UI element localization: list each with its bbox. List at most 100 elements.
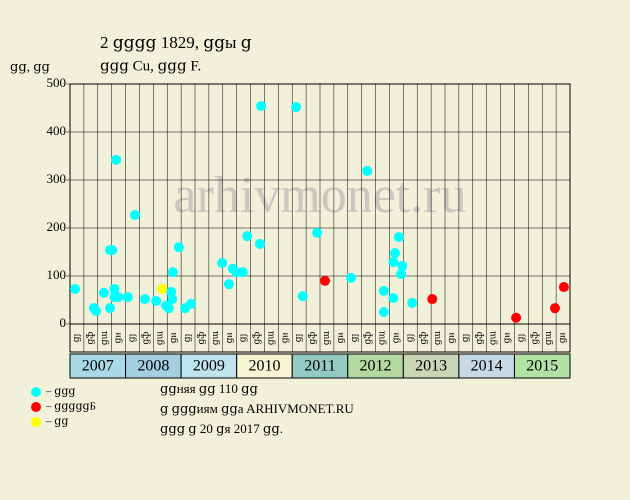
data-point <box>173 242 184 253</box>
data-point <box>291 102 302 113</box>
y-tick-label: 200 <box>47 219 67 234</box>
quarter-label: ցֆ <box>474 331 484 344</box>
quarter-label: ցֆ <box>85 331 95 344</box>
quarter-label: ցи <box>279 333 289 344</box>
y-tick-label: 0 <box>60 315 67 330</box>
quarter-label: ցա <box>154 330 164 345</box>
data-point <box>378 307 389 317</box>
quarter-label: ցи <box>390 333 400 344</box>
year-band <box>236 353 293 379</box>
data-point <box>217 258 228 269</box>
data-point <box>130 210 140 221</box>
quarter-frame <box>69 323 571 353</box>
data-point <box>388 293 399 304</box>
data-point <box>109 283 120 294</box>
quarter-label: ցи <box>168 333 178 344</box>
chart-title: 2 ցցցց 1829, ցցы ց <box>100 33 252 52</box>
quarter-label: ցա <box>99 330 109 345</box>
quarter-label: ցֆ <box>140 331 150 344</box>
quarter-label: ցյ <box>349 334 359 343</box>
quarter-label: ցյ <box>293 334 303 343</box>
legend-label: – ցցց <box>45 386 75 398</box>
data-point <box>98 287 109 298</box>
quarter-label: ցֆ <box>363 331 373 344</box>
data-point <box>105 303 115 314</box>
quarter-label: ցա <box>488 330 498 345</box>
data-point <box>297 291 308 302</box>
year-band <box>513 353 571 379</box>
quarter-label: ցֆ <box>307 331 317 344</box>
quarter-label: ցա <box>210 330 220 345</box>
quarter-label: ցи <box>335 333 345 344</box>
data-point <box>255 238 265 249</box>
y-tick-label: 100 <box>47 267 67 282</box>
legend-label: – ցց <box>45 416 68 428</box>
chart-subtitle: ցցց Cu, ցցց F. <box>100 58 201 74</box>
data-point <box>113 292 124 303</box>
data-point <box>157 283 168 294</box>
year-label: 2012 <box>360 358 392 375</box>
year-label: 2010 <box>248 358 280 375</box>
legend-label: – ցցցցցБ <box>45 401 96 413</box>
year-band <box>125 353 182 379</box>
year-label: 2007 <box>82 358 114 375</box>
y-tick-label: 300 <box>47 171 67 186</box>
year-label: 2014 <box>471 358 503 375</box>
year-label: 2011 <box>304 358 335 375</box>
note: ց ցցցиям ցցa ARHIVMONET.RU <box>160 401 354 416</box>
year-band <box>347 353 404 379</box>
note: ցցց ց 20 ցя 2017 ցց. <box>160 421 283 436</box>
quarter-label: ցֆ <box>418 331 428 344</box>
data-point <box>237 267 248 278</box>
year-band <box>291 353 349 379</box>
data-point <box>163 303 174 314</box>
data-point <box>167 294 178 305</box>
legend-marker <box>31 417 41 427</box>
legend-marker <box>31 402 41 412</box>
quarter-label: ցա <box>265 330 275 345</box>
quarter-label: ցյ <box>71 334 81 343</box>
quarter-label: ցա <box>543 330 553 345</box>
data-point <box>151 295 162 306</box>
year-label: 2009 <box>193 358 225 375</box>
quarter-label: ցֆ <box>252 331 262 344</box>
data-point <box>242 231 253 242</box>
quarter-label: ցա <box>432 330 442 345</box>
data-point <box>427 294 438 305</box>
quarter-label: ցи <box>446 333 456 344</box>
data-point <box>312 227 323 238</box>
data-point <box>550 303 560 314</box>
data-point <box>167 267 178 278</box>
data-point <box>378 285 389 296</box>
data-point <box>388 257 399 268</box>
quarter-label: ցֆ <box>196 331 206 344</box>
year-label: 2013 <box>415 358 447 375</box>
data-point <box>186 298 197 309</box>
year-label: 2008 <box>137 358 169 375</box>
quarter-label: ցյ <box>460 334 470 343</box>
y-tick-label: 500 <box>47 75 67 90</box>
quarter-label: ցյ <box>182 334 192 343</box>
legend-marker <box>31 387 41 397</box>
data-point <box>107 245 118 256</box>
year-band <box>180 353 238 379</box>
year-label: 2015 <box>526 358 558 375</box>
year-band <box>402 353 460 379</box>
quarter-label: ցֆ <box>529 331 539 344</box>
data-point <box>362 165 373 176</box>
data-point <box>140 294 150 305</box>
data-point <box>396 269 407 280</box>
y-tick-label: 400 <box>47 123 67 138</box>
data-point <box>256 101 267 112</box>
quarter-label: ցա <box>321 330 331 345</box>
data-point <box>320 275 330 286</box>
data-point <box>122 292 133 303</box>
quarter-label: ցյ <box>515 334 525 343</box>
data-point <box>346 272 357 283</box>
data-point <box>111 154 122 165</box>
data-point <box>511 312 522 323</box>
quarter-label: ցյ <box>238 334 248 343</box>
data-point <box>223 279 234 290</box>
quarter-label: ցи <box>502 333 512 344</box>
